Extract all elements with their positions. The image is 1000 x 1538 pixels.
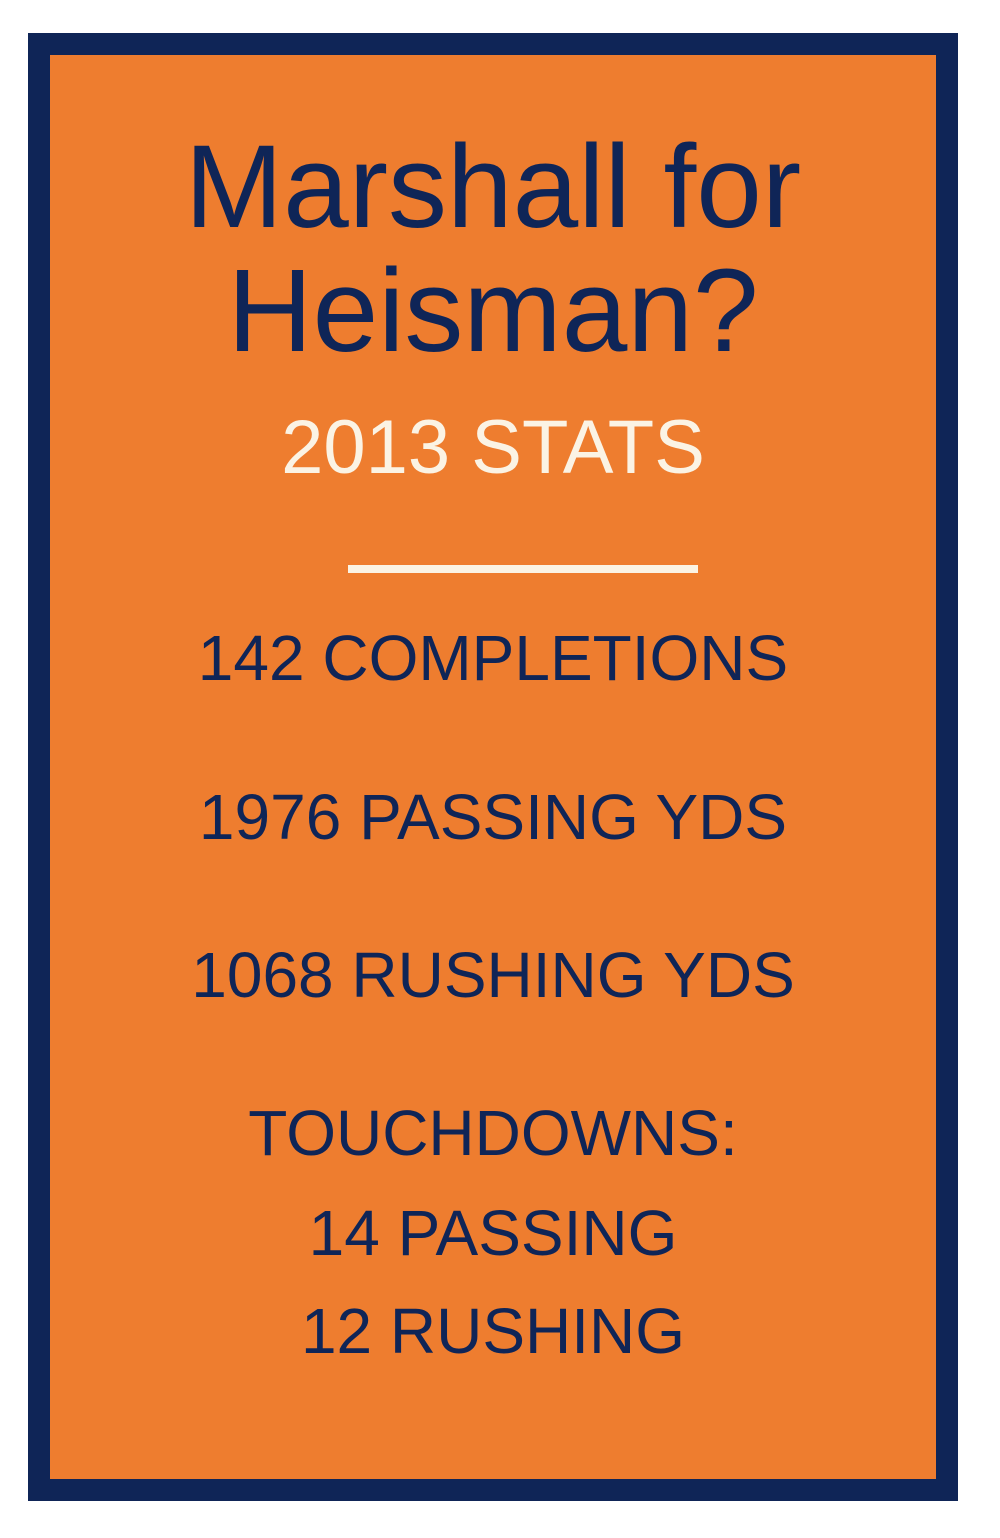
stat-completions: 142 COMPLETIONS [197,622,789,694]
card-title: Marshall for Heisman? [50,125,936,373]
stat-passing-yards: 1976 PASSING YDS [198,781,788,853]
touchdowns-rushing: 12 RUSHING [300,1295,686,1367]
stats-card: Marshall for Heisman? 2013 STATS 142 COM… [28,33,958,1501]
stat-rushing-yards: 1068 RUSHING YDS [191,939,795,1011]
touchdowns-passing: 14 PASSING [308,1197,678,1269]
card-subtitle: 2013 STATS [281,405,705,490]
title-line-1: Marshall for [184,121,802,253]
title-line-2: Heisman? [227,245,759,377]
divider [348,565,698,573]
touchdowns-heading: TOUCHDOWNS: [248,1097,738,1169]
